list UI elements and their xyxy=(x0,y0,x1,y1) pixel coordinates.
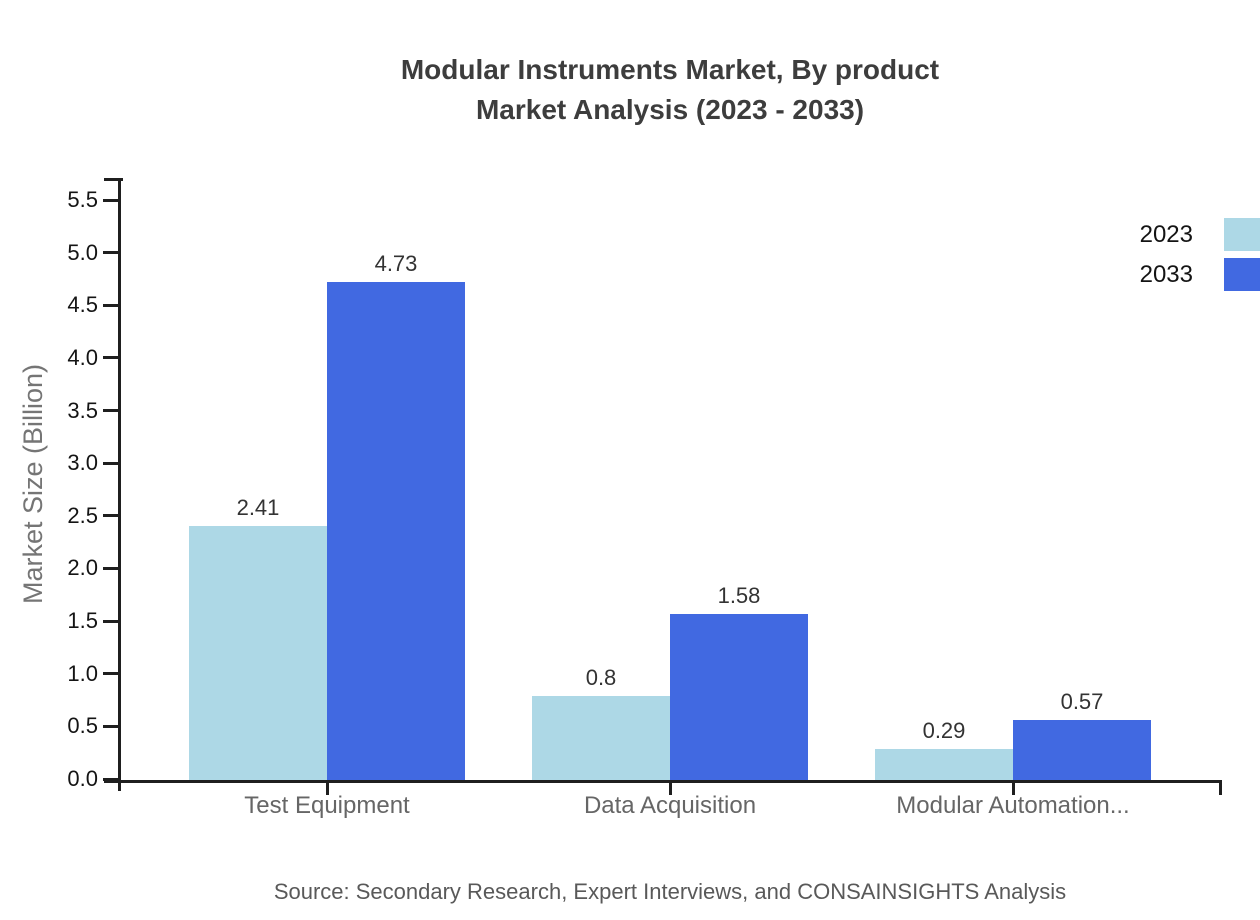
chart-title-line2: Market Analysis (2023 - 2033) xyxy=(475,94,865,125)
y-axis-tick xyxy=(103,198,118,202)
bar-value-label: 4.73 xyxy=(374,251,418,277)
legend-row: 2023 xyxy=(1140,218,1260,251)
y-axis-tick xyxy=(103,251,118,255)
bar-value-label: 0.29 xyxy=(922,718,966,744)
legend-row: 2033 xyxy=(1140,258,1260,291)
y-axis-tick xyxy=(103,672,118,676)
y-axis-top-cap xyxy=(104,178,123,181)
x-axis-category-label: Test Equipment xyxy=(244,792,410,819)
x-axis-line xyxy=(104,780,1222,783)
y-axis-tick xyxy=(103,619,118,623)
x-axis-tick xyxy=(1011,780,1015,795)
y-axis-tick-label: 0.5 xyxy=(67,713,98,739)
bar-2023-1 xyxy=(189,526,327,780)
bar-2023-3 xyxy=(875,749,1013,780)
y-axis-tick xyxy=(103,356,118,360)
bar-value-label: 0.8 xyxy=(585,664,617,690)
y-axis-tick-label: 4.5 xyxy=(67,292,98,318)
y-axis-tick xyxy=(103,303,118,307)
chart-title: Modular Instruments Market, By product M… xyxy=(140,50,1200,130)
y-axis-tick xyxy=(103,409,118,413)
y-axis-tick-label: 0.0 xyxy=(67,766,98,791)
x-axis-tick xyxy=(668,780,672,795)
bar-value-label: 2.41 xyxy=(236,495,280,521)
y-axis-tick-label: 2.5 xyxy=(67,502,98,528)
y-axis-tick-label: 5.0 xyxy=(67,239,98,265)
legend: 2023 2033 xyxy=(1140,218,1260,298)
bar-2023-2 xyxy=(532,695,670,780)
y-axis-tick xyxy=(103,514,118,518)
y-axis-tick-label: 3.0 xyxy=(67,450,98,476)
bar-value-label: 1.58 xyxy=(717,582,761,608)
y-axis-line xyxy=(118,178,121,791)
y-axis-tick-label: 1.0 xyxy=(67,660,98,686)
x-axis-category-label: Data Acquisition xyxy=(583,792,757,819)
bar-2033-2 xyxy=(670,613,808,780)
legend-swatch xyxy=(1224,258,1260,291)
y-axis-tick xyxy=(103,777,118,781)
x-axis-category-label: Modular Automation... xyxy=(896,792,1130,819)
bar-value-label: 0.57 xyxy=(1060,688,1104,714)
y-axis-tick xyxy=(103,461,118,465)
x-axis-tick xyxy=(325,780,329,795)
bar-2033-3 xyxy=(1013,719,1151,780)
source-note: Source: Secondary Research, Expert Inter… xyxy=(273,879,1067,904)
chart-title-line1: Modular Instruments Market, By product xyxy=(400,54,940,85)
bar-2033-1 xyxy=(327,282,465,780)
y-axis-tick xyxy=(103,566,118,570)
y-axis-tick-label: 3.5 xyxy=(67,397,98,423)
x-axis-end-tick xyxy=(1219,780,1222,795)
legend-label: 2033 xyxy=(1139,260,1193,288)
y-axis-tick xyxy=(103,724,118,728)
y-axis-tick-label: 5.5 xyxy=(67,187,98,212)
legend-swatch xyxy=(1224,218,1260,251)
y-axis-tick-label: 4.0 xyxy=(67,344,98,370)
y-axis-tick-label: 2.0 xyxy=(67,555,98,581)
y-axis-tick-label: 1.5 xyxy=(67,608,98,634)
legend-label: 2023 xyxy=(1139,220,1193,248)
